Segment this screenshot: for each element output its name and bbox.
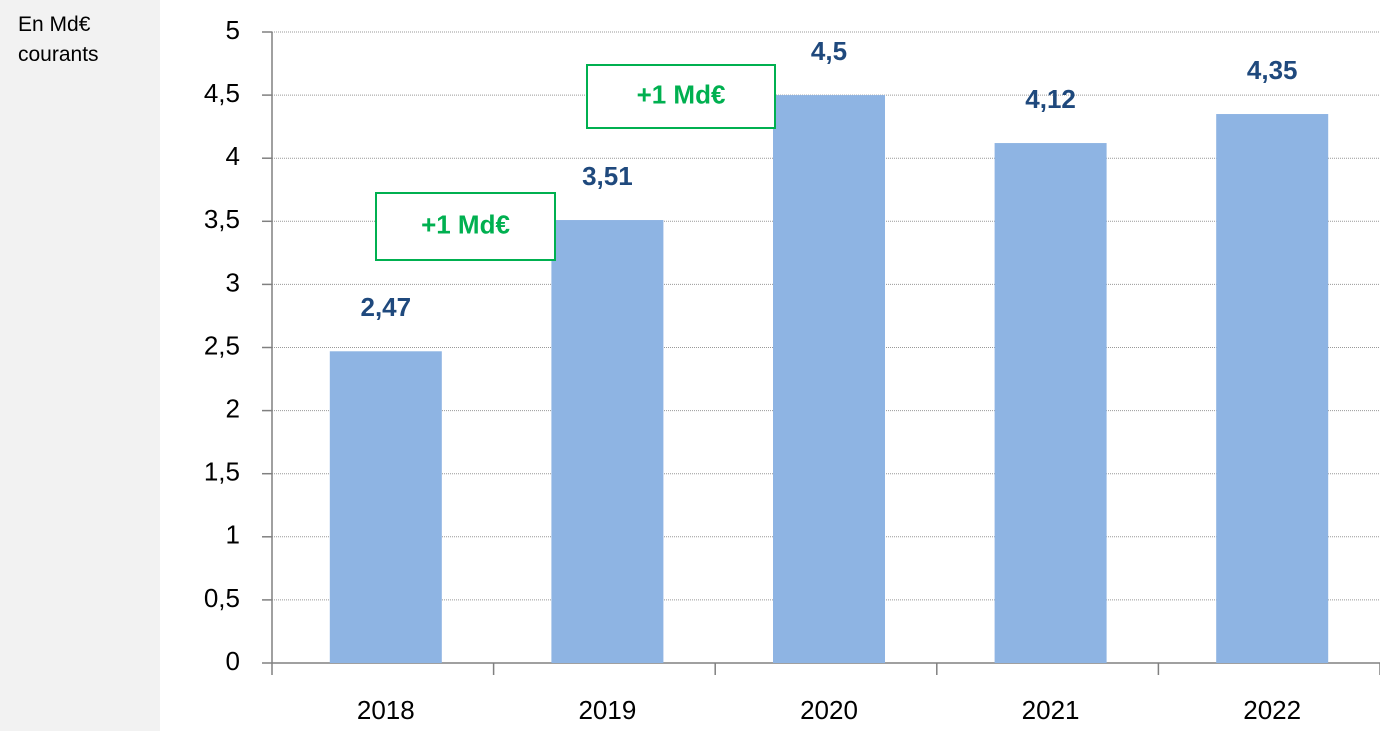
y-tick-label: 3,5 [204, 204, 240, 234]
annotation: +1 Md€ [421, 209, 510, 239]
y-tick-label: 5 [226, 15, 240, 45]
value-label: 4,12 [1025, 84, 1076, 114]
x-tick-label: 2019 [578, 695, 636, 725]
value-label: 4,5 [811, 36, 847, 66]
bar [551, 220, 664, 663]
y-tick-label: 0 [226, 646, 240, 676]
bar [773, 95, 885, 664]
value-label: 3,51 [582, 161, 633, 191]
annotation-box [375, 192, 556, 261]
value-label: 2,47 [360, 292, 411, 322]
value-label: 4,35 [1247, 55, 1298, 85]
y-tick-label: 3 [226, 267, 240, 297]
annotation-box [586, 64, 776, 129]
y-tick-label: 0,5 [204, 583, 240, 613]
x-tick-label: 2022 [1243, 695, 1301, 725]
x-tick-label: 2018 [357, 695, 415, 725]
y-axis-label: En Md€ courants [18, 13, 99, 66]
bar [1216, 114, 1329, 663]
y-tick-label: 1 [226, 520, 240, 550]
x-tick-label: 2021 [1022, 695, 1080, 725]
y-tick-label: 2 [226, 393, 240, 423]
y-tick-label: 4,5 [204, 78, 240, 108]
side-panel [0, 0, 160, 731]
y-tick-label: 1,5 [204, 457, 240, 487]
annotation: +1 Md€ [637, 79, 726, 109]
y-tick-label: 2,5 [204, 330, 240, 360]
x-tick-label: 2020 [800, 695, 858, 725]
y-tick-label: 4 [226, 141, 240, 171]
bar [329, 351, 442, 663]
bar [994, 143, 1107, 663]
